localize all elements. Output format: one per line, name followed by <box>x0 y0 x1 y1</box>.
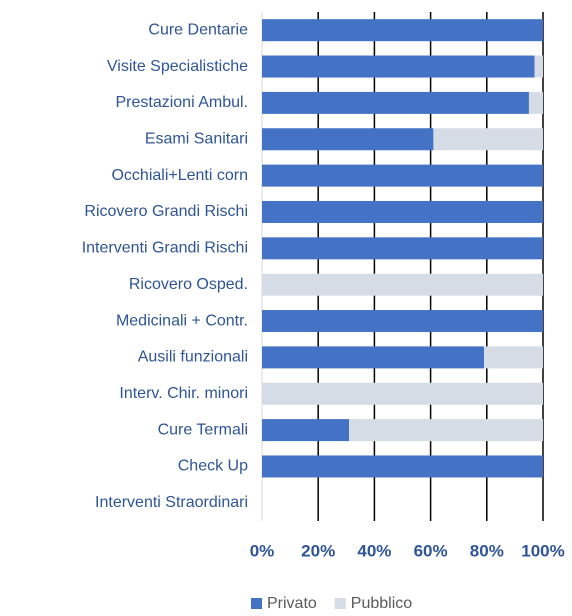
bar-segment <box>262 164 543 187</box>
legend-swatch <box>334 598 346 609</box>
y-tick-label: Interv. Chir. minori <box>119 385 248 402</box>
y-tick-label: Visite Specialistiche <box>107 58 248 75</box>
x-tick-label: 60% <box>414 541 448 560</box>
bar-segment <box>262 200 543 223</box>
y-tick-label: Cure Dentarie <box>148 21 248 38</box>
bar-segment <box>262 419 350 442</box>
legend-label: Privato <box>267 595 317 612</box>
y-tick-label: Interventi Straordinari <box>95 494 248 511</box>
bar-segment <box>262 237 543 260</box>
x-tick-label: 0% <box>250 541 275 560</box>
bar-segment <box>262 91 529 114</box>
legend-label: Pubblico <box>351 595 412 612</box>
y-tick-label: Esami Sanitari <box>145 130 248 147</box>
bar-segment <box>262 19 543 42</box>
x-tick-label: 20% <box>301 541 335 560</box>
bar-segment <box>262 382 543 405</box>
bar-segment <box>262 455 543 478</box>
y-tick-label: Prestazioni Ambul. <box>115 94 248 111</box>
x-tick-label: 40% <box>357 541 391 560</box>
x-tick-label: 100% <box>521 541 564 560</box>
y-tick-label: Ricovero Grandi Rischi <box>84 203 248 220</box>
bar-segment <box>262 310 543 333</box>
y-tick-label: Interventi Grandi Rischi <box>82 240 248 257</box>
bar-segment <box>349 419 543 442</box>
y-tick-label: Ausili funzionali <box>138 349 248 366</box>
bar-segment <box>262 55 535 78</box>
y-tick-label: Medicinali + Contr. <box>116 312 248 329</box>
bar-segment <box>528 91 543 114</box>
bar-segment <box>483 346 543 369</box>
y-tick-label: Occhiali+Lenti corn <box>111 167 248 184</box>
bar-segment <box>262 128 434 151</box>
bar-segment <box>433 128 543 151</box>
bar-segment <box>262 273 543 296</box>
legend-swatch <box>251 598 262 609</box>
y-tick-label: Cure Termali <box>158 421 248 438</box>
x-tick-label: 80% <box>470 541 504 560</box>
y-tick-label: Check Up <box>178 458 248 475</box>
bar-segment <box>534 55 543 78</box>
y-tick-label: Ricovero Osped. <box>129 276 248 293</box>
bar-segment <box>262 346 484 369</box>
